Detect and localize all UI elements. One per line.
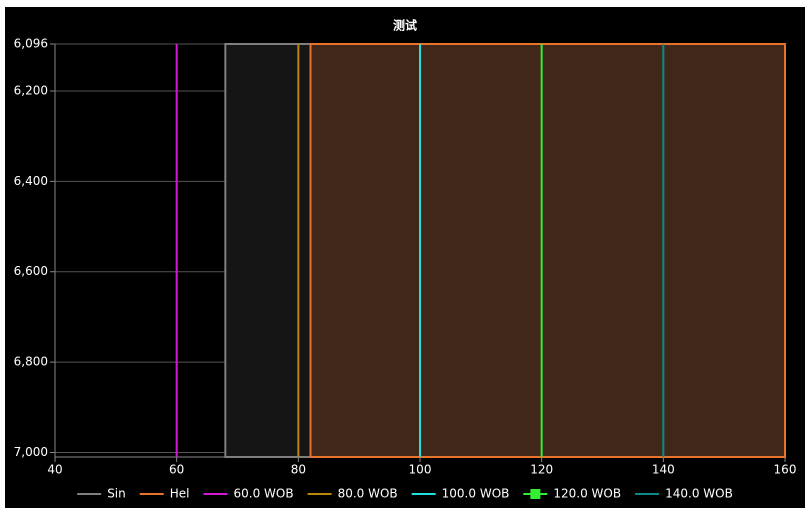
y-tick-label: 6,600 [14,264,48,278]
legend-label: 120.0 WOB [553,487,621,501]
x-tick-label: 60 [169,463,184,477]
x-tick-label: 100 [409,463,432,477]
area [309,43,786,458]
x-tick-label: 120 [530,463,553,477]
legend-marker [530,489,541,499]
chart-title: 测试 [393,18,417,33]
y-tick-label: 7,000 [14,445,48,459]
y-tick-label: 6,200 [14,83,48,97]
legend-label: 60.0 WOB [234,487,294,501]
x-tick-label: 160 [774,463,797,477]
x-tick-label: 80 [291,463,306,477]
y-tick-label: 6,800 [14,355,48,369]
x-tick-label: 40 [47,463,62,477]
legend-label: 80.0 WOB [338,487,398,501]
y-tick-label: 6,096 [14,37,48,51]
x-tick-label: 140 [652,463,675,477]
legend-label: 100.0 WOB [442,487,510,501]
y-tick-label: 6,400 [14,174,48,188]
legend-label: 140.0 WOB [665,487,733,501]
legend-label: Hel [170,487,190,501]
legend-label: Sin [107,487,126,501]
